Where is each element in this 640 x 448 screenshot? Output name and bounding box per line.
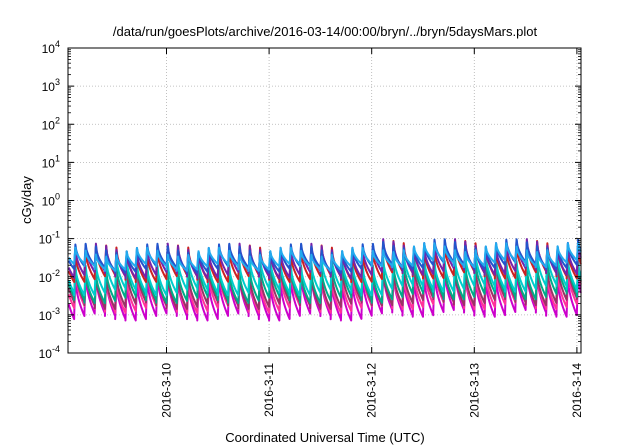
y-tick-exponent: 1 (55, 153, 60, 163)
y-tick-label: 10-1 (39, 230, 60, 247)
y-tick-base: 10 (42, 195, 56, 209)
y-tick-label: 104 (42, 39, 60, 56)
y-tick-label: 101 (42, 153, 60, 170)
x-tick-labels: 2016-3-10 2016-3-11 2016-3-12 2016-3-13 2016… (159, 363, 583, 418)
y-tick-exponent: -1 (52, 230, 60, 240)
x-tick-label: 2016-3-14 (570, 363, 584, 418)
series-line-8 (67, 238, 582, 274)
y-tick-exponent: -4 (52, 344, 60, 354)
y-tick-label: 10-4 (39, 344, 60, 361)
y-tick-exponent: -2 (52, 268, 60, 278)
x-tick-label: 2016-3-10 (159, 363, 173, 418)
y-tick-base: 10 (39, 309, 53, 323)
y-tick-exponent: 3 (55, 77, 60, 87)
y-tick-exponent: -3 (52, 306, 60, 316)
series-group (67, 238, 582, 322)
y-tick-base: 10 (42, 80, 56, 94)
ticks (68, 47, 581, 354)
chart-title: /data/run/goesPlots/archive/2016-03-14/0… (113, 24, 538, 39)
y-tick-exponent: 2 (55, 115, 60, 125)
y-tick-base: 10 (42, 156, 56, 170)
y-tick-label: 102 (42, 115, 60, 132)
y-tick-exponent: 0 (55, 192, 60, 202)
x-tick-label: 2016-3-13 (467, 363, 481, 418)
y-axis-label: cGy/day (19, 176, 34, 224)
series-line-9 (67, 242, 582, 272)
y-tick-label: 10-3 (39, 306, 60, 323)
y-tick-base: 10 (42, 42, 56, 56)
y-tick-label: 103 (42, 77, 60, 94)
x-tick-label: 2016-3-11 (262, 363, 276, 417)
x-axis-label: Coordinated Universal Time (UTC) (225, 430, 424, 445)
y-tick-exponent: 4 (55, 39, 60, 49)
y-tick-base: 10 (39, 347, 53, 361)
y-tick-label: 10-2 (39, 268, 60, 285)
x-tick-label: 2016-3-12 (365, 363, 379, 418)
y-tick-base: 10 (39, 233, 53, 247)
y-tick-base: 10 (42, 118, 56, 132)
y-tick-base: 10 (39, 271, 53, 285)
y-tick-label: 100 (42, 192, 60, 209)
